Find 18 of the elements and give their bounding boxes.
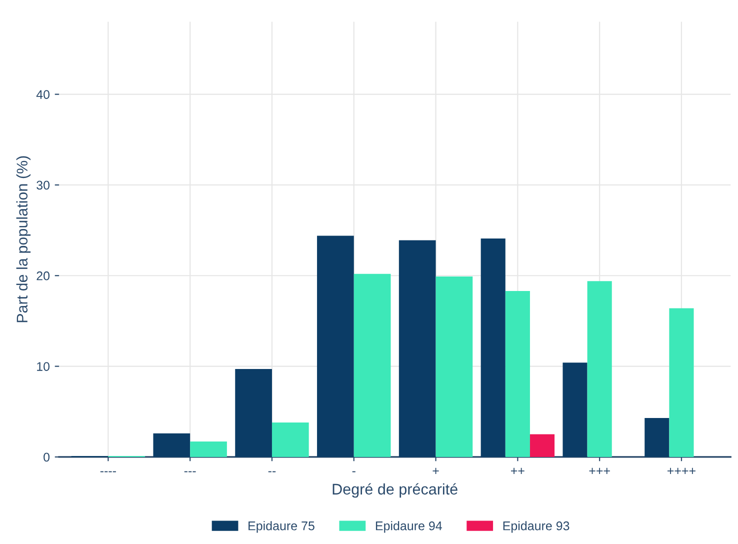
y-tick-label: 20 xyxy=(36,271,50,280)
legend-label: Epidaure 75 xyxy=(248,521,314,533)
y-tick-label: 10 xyxy=(37,362,50,371)
x-axis-title: Degré de précarité xyxy=(332,483,458,498)
x-tick-label: - xyxy=(352,471,356,472)
x-tick-label: -- xyxy=(268,471,276,472)
y-axis-title: Part de la population (%) xyxy=(16,156,31,322)
x-tick-label: ++ xyxy=(510,468,524,474)
x-tick-label: + xyxy=(432,468,439,474)
x-tick-label: --- xyxy=(184,471,196,472)
x-tick-label: ---- xyxy=(100,471,116,472)
x-tick-label: +++ xyxy=(589,468,610,474)
y-tick-label: 0 xyxy=(44,452,50,462)
y-tick-label: 40 xyxy=(36,90,50,99)
legend-label: Epidaure 93 xyxy=(503,521,570,533)
y-tick-label: 30 xyxy=(36,180,50,190)
x-tick-label: ++++ xyxy=(667,468,696,474)
legend-label: Epidaure 94 xyxy=(376,521,442,533)
